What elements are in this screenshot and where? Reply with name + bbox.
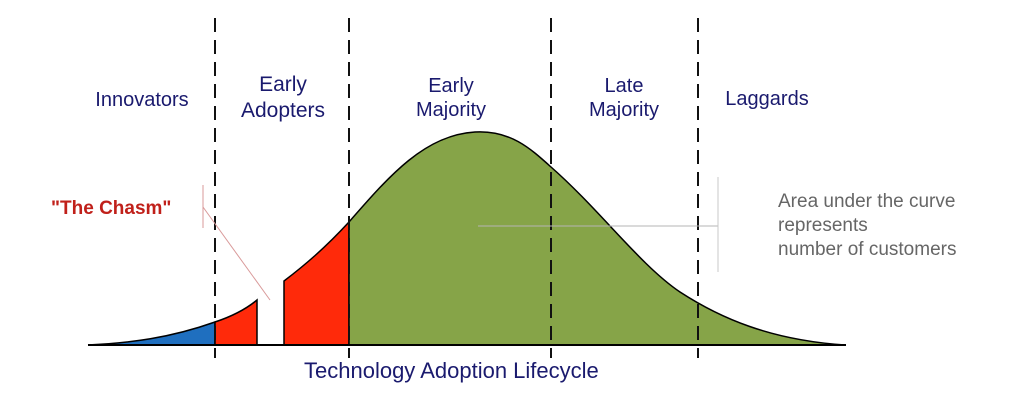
chasm-label: "The Chasm" xyxy=(51,198,172,219)
early-adopters-area-left xyxy=(214,298,258,346)
label-innovators: Innovators xyxy=(88,88,196,112)
annotation-line2: represents xyxy=(778,215,868,236)
early-adopters-area-right xyxy=(283,220,350,346)
label-early-adopters-line2: Adopters xyxy=(240,99,326,122)
annotation-line3: number of customers xyxy=(778,239,957,260)
label-early-majority-line1: Early xyxy=(428,75,474,97)
label-laggards: Laggards xyxy=(712,87,822,111)
label-early-adopters: Early Adopters xyxy=(228,72,338,124)
label-late-majority: Late Majority xyxy=(569,74,679,122)
label-late-majority-line2: Majority xyxy=(588,99,659,121)
area-annotation: Area under the curve represents number o… xyxy=(778,190,956,262)
label-innovators-text: Innovators xyxy=(95,89,189,111)
diagram-title: Technology Adoption Lifecycle xyxy=(304,358,599,383)
label-laggards-text: Laggards xyxy=(725,88,809,110)
annotation-line1: Area under the curve xyxy=(778,191,956,212)
chasm-pointer-line xyxy=(202,206,271,301)
innovators-area xyxy=(87,320,216,346)
label-early-adopters-line1: Early xyxy=(259,73,307,96)
label-late-majority-line1: Late xyxy=(604,75,644,97)
majority-laggards-area xyxy=(348,131,846,346)
label-early-majority-line2: Majority xyxy=(415,99,486,121)
label-early-majority: Early Majority xyxy=(396,74,506,122)
